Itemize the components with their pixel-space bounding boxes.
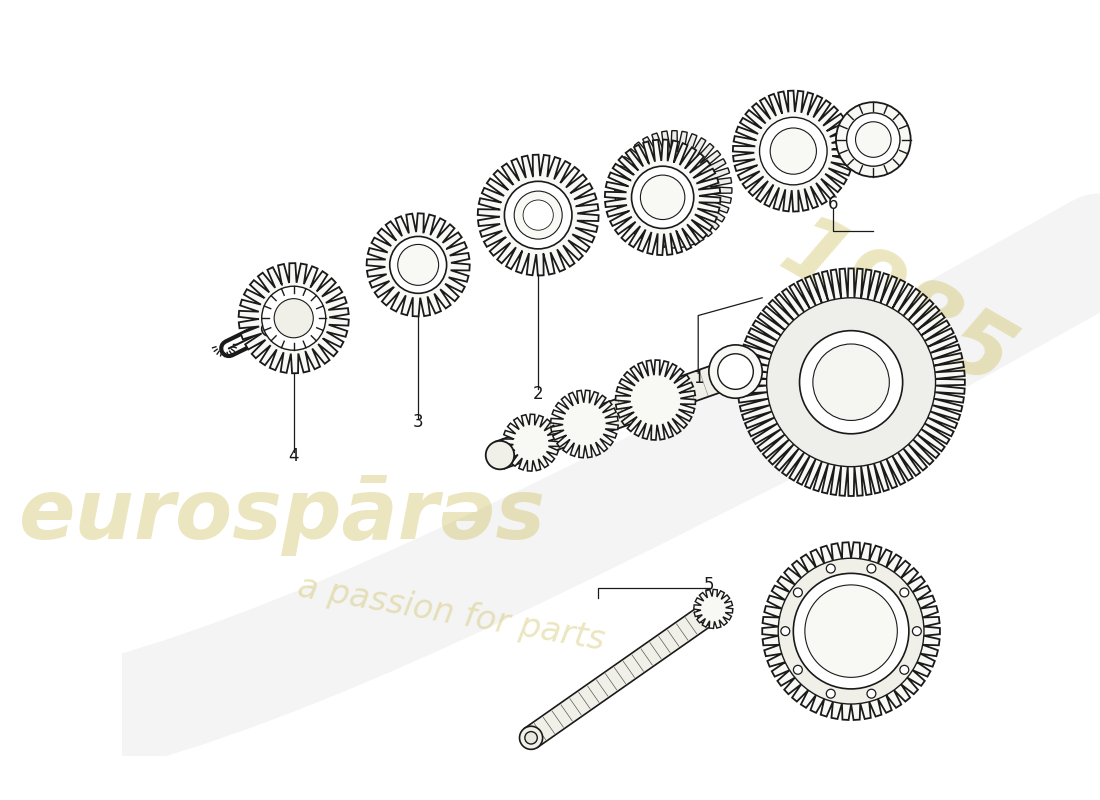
Circle shape	[274, 298, 313, 338]
Circle shape	[912, 626, 922, 635]
Circle shape	[631, 166, 694, 229]
Circle shape	[813, 344, 889, 421]
Polygon shape	[477, 154, 598, 275]
Circle shape	[781, 626, 790, 635]
Circle shape	[398, 245, 439, 286]
Text: 5: 5	[704, 576, 714, 594]
Circle shape	[519, 726, 542, 750]
Text: 3: 3	[412, 414, 424, 431]
Circle shape	[759, 118, 827, 185]
Circle shape	[486, 441, 514, 470]
Polygon shape	[616, 360, 695, 440]
Text: 6: 6	[828, 195, 838, 214]
Polygon shape	[495, 355, 749, 469]
Circle shape	[389, 237, 447, 294]
Text: 1: 1	[693, 369, 704, 386]
Circle shape	[805, 585, 898, 678]
Polygon shape	[733, 90, 854, 211]
Polygon shape	[762, 542, 939, 720]
Polygon shape	[737, 269, 965, 496]
Text: a passion for parts: a passion for parts	[295, 570, 607, 657]
Polygon shape	[551, 390, 618, 458]
Circle shape	[867, 690, 876, 698]
Circle shape	[793, 574, 909, 689]
Text: 1985: 1985	[764, 206, 1026, 407]
Circle shape	[262, 322, 276, 336]
Polygon shape	[605, 139, 720, 255]
Circle shape	[856, 122, 891, 158]
Circle shape	[641, 158, 705, 222]
Circle shape	[524, 200, 553, 230]
Circle shape	[793, 666, 802, 674]
Circle shape	[793, 588, 802, 597]
Polygon shape	[525, 604, 715, 747]
Circle shape	[900, 588, 909, 597]
Circle shape	[514, 191, 562, 239]
Text: 4: 4	[288, 447, 299, 465]
Polygon shape	[694, 590, 733, 629]
Circle shape	[525, 731, 537, 744]
Circle shape	[767, 298, 935, 466]
Circle shape	[640, 175, 685, 219]
Circle shape	[836, 102, 911, 177]
Circle shape	[826, 690, 835, 698]
Circle shape	[867, 564, 876, 573]
Polygon shape	[615, 130, 732, 248]
Polygon shape	[239, 263, 349, 374]
Circle shape	[730, 354, 759, 383]
Text: eurospārəs: eurospārəs	[19, 475, 546, 556]
Circle shape	[900, 666, 909, 674]
Circle shape	[708, 345, 762, 398]
Circle shape	[800, 330, 903, 434]
Circle shape	[826, 564, 835, 573]
Polygon shape	[366, 214, 470, 317]
Circle shape	[778, 558, 924, 704]
Circle shape	[847, 113, 900, 166]
Circle shape	[262, 286, 326, 350]
Text: 2: 2	[532, 385, 543, 402]
Polygon shape	[503, 414, 560, 471]
Circle shape	[505, 182, 572, 249]
Circle shape	[717, 354, 754, 390]
Circle shape	[770, 128, 816, 174]
Circle shape	[697, 602, 720, 625]
